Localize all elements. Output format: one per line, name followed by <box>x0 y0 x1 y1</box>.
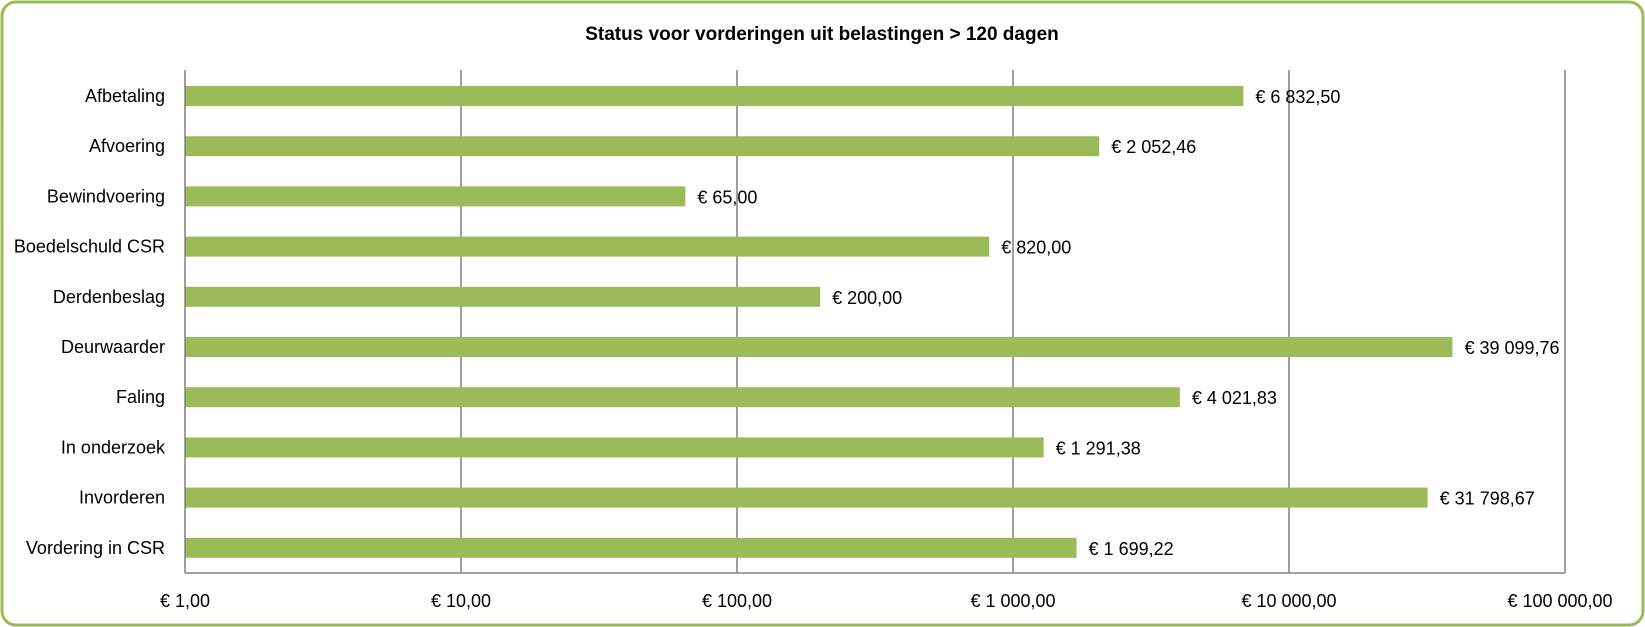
bar <box>185 437 1044 458</box>
category-label: Afvoering <box>89 136 165 156</box>
data-label: € 820,00 <box>1001 238 1071 258</box>
data-label: € 1 291,38 <box>1056 438 1141 458</box>
x-tick-label: € 1,00 <box>160 591 210 611</box>
data-label: € 39 099,76 <box>1464 338 1559 358</box>
labels: € 1,00 € 10,00 € 100,00 € 1 000,00 € 10 000,… <box>14 86 1613 611</box>
category-label: Derdenbeslag <box>53 287 165 307</box>
x-tick-label: € 10,00 <box>431 591 491 611</box>
category-label: Deurwaarder <box>61 337 165 357</box>
x-tick-label: € 10 000,00 <box>1241 591 1336 611</box>
category-label: Bewindvoering <box>47 186 165 206</box>
data-label: € 31 798,67 <box>1440 489 1535 509</box>
category-label: Afbetaling <box>85 86 165 106</box>
x-tick-label: € 1 000,00 <box>970 591 1055 611</box>
data-label: € 65,00 <box>697 187 757 207</box>
data-label: € 1 699,22 <box>1089 539 1174 559</box>
bar <box>185 236 990 257</box>
bar <box>185 136 1100 157</box>
bar <box>185 337 1453 357</box>
data-label: € 4 021,83 <box>1192 388 1277 408</box>
bars <box>185 86 1453 558</box>
category-label: Vordering in CSR <box>26 538 165 558</box>
data-label: € 6 832,50 <box>1255 87 1340 107</box>
x-tick-label: € 100 000,00 <box>1507 591 1612 611</box>
bar <box>185 487 1428 508</box>
chart-title: Status voor vorderingen uit belastingen … <box>585 24 1059 45</box>
bar <box>185 186 686 207</box>
bar <box>185 537 1077 558</box>
category-label: Boedelschuld CSR <box>14 237 165 257</box>
bar <box>185 286 821 307</box>
axes <box>184 70 1565 574</box>
bar <box>185 387 1180 408</box>
data-label: € 200,00 <box>832 288 902 308</box>
x-tick-label: € 100,00 <box>702 591 772 611</box>
data-label: € 2 052,46 <box>1111 137 1196 157</box>
bar <box>185 86 1244 106</box>
category-label: Faling <box>116 387 165 407</box>
category-label: In onderzoek <box>61 437 166 457</box>
category-label: Invorderen <box>79 488 165 508</box>
